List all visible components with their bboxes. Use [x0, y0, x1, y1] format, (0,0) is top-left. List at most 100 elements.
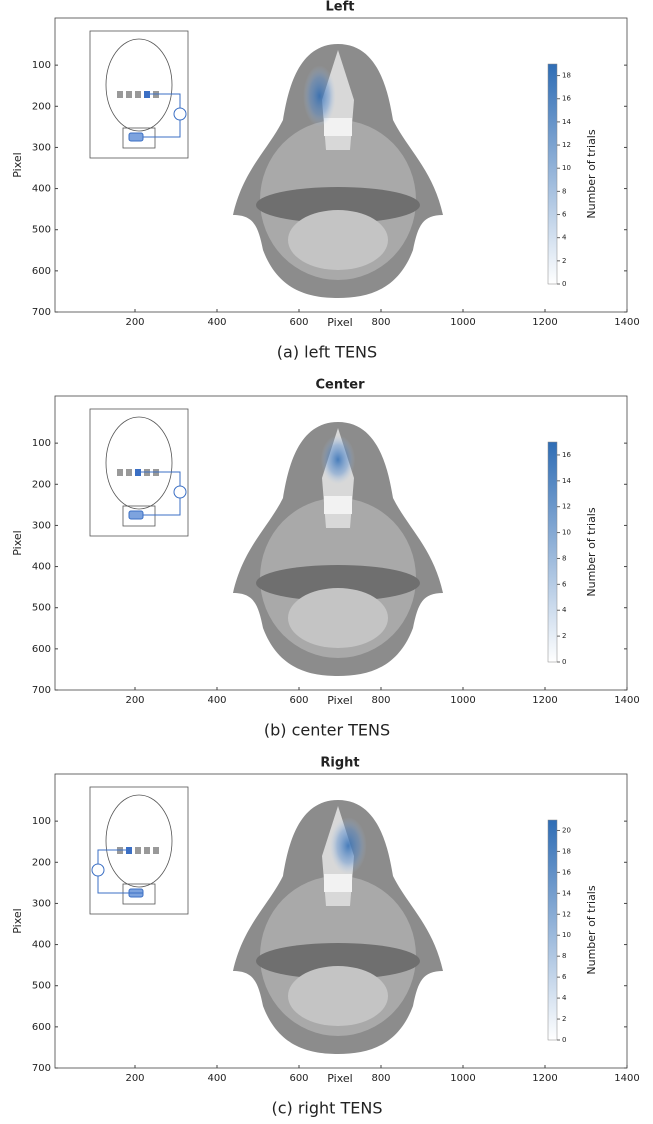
head-core — [288, 588, 388, 648]
inset-electrode — [135, 847, 141, 854]
heat-blob — [329, 817, 367, 875]
colorbar-tick-label: 6 — [562, 973, 567, 981]
inset-neck — [122, 505, 156, 527]
x-tick-label: 1000 — [450, 317, 475, 328]
colorbar-tick-label: 4 — [562, 994, 567, 1002]
inset-neck — [122, 883, 156, 905]
caption: (b) center TENS — [264, 721, 390, 740]
inset-face — [105, 794, 173, 888]
colorbar-label: Number of trials — [585, 507, 598, 596]
inset-pad — [128, 132, 144, 142]
chart-title: Center — [315, 378, 365, 393]
colorbar-tick-label: 10 — [562, 529, 571, 537]
y-tick-label: 700 — [32, 1063, 51, 1074]
x-tick-label: 1000 — [450, 695, 475, 706]
colorbar-tick-label: 12 — [562, 910, 571, 918]
x-axis-label: Pixel — [327, 1072, 352, 1085]
axes-frame — [54, 395, 628, 691]
axes-frame — [54, 773, 628, 1069]
y-tick-label: 400 — [32, 562, 51, 573]
y-axis-label: Pixel — [11, 908, 24, 933]
y-tick-label: 300 — [32, 898, 51, 909]
colorbar-tick-label: 0 — [562, 280, 566, 288]
inset-electrode — [153, 847, 159, 854]
colorbar-tick-label: 14 — [562, 477, 571, 485]
colorbar-tick-label: 2 — [562, 1015, 566, 1023]
colorbar-tick-label: 20 — [562, 826, 571, 834]
inset-electrode — [144, 847, 150, 854]
y-tick-label: 700 — [32, 307, 51, 318]
colorbar-tick-label: 6 — [562, 580, 567, 588]
colorbar-tick-label: 2 — [562, 257, 566, 265]
colorbar-tick-label: 10 — [562, 931, 571, 939]
x-axis-label: Pixel — [327, 316, 352, 329]
head-band — [256, 187, 420, 223]
caption: (c) right TENS — [271, 1099, 382, 1118]
y-tick-label: 600 — [32, 1022, 51, 1033]
inset-electrode — [135, 91, 141, 98]
y-tick-label: 600 — [32, 644, 51, 655]
colorbar-tick-label: 6 — [562, 211, 567, 219]
x-tick-label: 600 — [289, 695, 308, 706]
head-core — [288, 210, 388, 270]
inset-electrode — [117, 469, 123, 476]
head-band — [256, 943, 420, 979]
colorbar-tick-label: 8 — [562, 187, 566, 195]
x-tick-label: 200 — [125, 317, 144, 328]
x-axis-label: Pixel — [327, 694, 352, 707]
y-tick-label: 500 — [32, 603, 51, 614]
colorbar-tick-label: 8 — [562, 554, 566, 562]
x-tick-label: 200 — [125, 1073, 144, 1084]
y-tick-label: 400 — [32, 940, 51, 951]
colorbar-tick-label: 0 — [562, 658, 566, 666]
y-tick-label: 100 — [32, 816, 51, 827]
colorbar-tick-label: 10 — [562, 164, 571, 172]
x-tick-label: 800 — [371, 1073, 390, 1084]
inset-electrode — [135, 469, 141, 476]
head-core — [288, 966, 388, 1026]
x-tick-label: 600 — [289, 1073, 308, 1084]
heat-blob — [320, 435, 356, 485]
inset-electrode — [126, 469, 132, 476]
x-tick-label: 1000 — [450, 1073, 475, 1084]
inset-face — [105, 38, 173, 132]
colorbar-tick-label: 2 — [562, 632, 566, 640]
colorbar — [547, 63, 558, 285]
inset-electrode — [144, 91, 150, 98]
y-tick-label: 500 — [32, 225, 51, 236]
inset-source — [173, 485, 187, 499]
axes-frame — [54, 17, 628, 313]
x-tick-label: 200 — [125, 695, 144, 706]
colorbar-tick-label: 12 — [562, 503, 571, 511]
colorbar-tick-label: 14 — [562, 889, 571, 897]
x-tick-label: 1400 — [614, 317, 639, 328]
x-tick-label: 800 — [371, 317, 390, 328]
x-tick-label: 600 — [289, 317, 308, 328]
x-tick-label: 400 — [207, 1073, 226, 1084]
caption: (a) left TENS — [277, 343, 377, 362]
y-tick-label: 500 — [32, 981, 51, 992]
y-tick-label: 600 — [32, 266, 51, 277]
colorbar-label: Number of trials — [585, 129, 598, 218]
x-tick-label: 1200 — [532, 1073, 557, 1084]
colorbar-tick-label: 4 — [562, 606, 567, 614]
chart-title: Right — [320, 756, 359, 771]
colorbar-tick-label: 16 — [562, 868, 571, 876]
y-axis-label: Pixel — [11, 530, 24, 555]
colorbar — [547, 441, 558, 663]
x-tick-label: 1400 — [614, 1073, 639, 1084]
colorbar-tick-label: 4 — [562, 234, 567, 242]
y-tick-label: 700 — [32, 685, 51, 696]
colorbar-tick-label: 12 — [562, 141, 571, 149]
colorbar-tick-label: 16 — [562, 451, 571, 459]
x-tick-label: 400 — [207, 317, 226, 328]
inset-electrode — [126, 91, 132, 98]
y-tick-label: 400 — [32, 184, 51, 195]
inset-pad — [128, 510, 144, 520]
heat-blob — [303, 65, 336, 127]
chart-title: Left — [326, 0, 355, 15]
